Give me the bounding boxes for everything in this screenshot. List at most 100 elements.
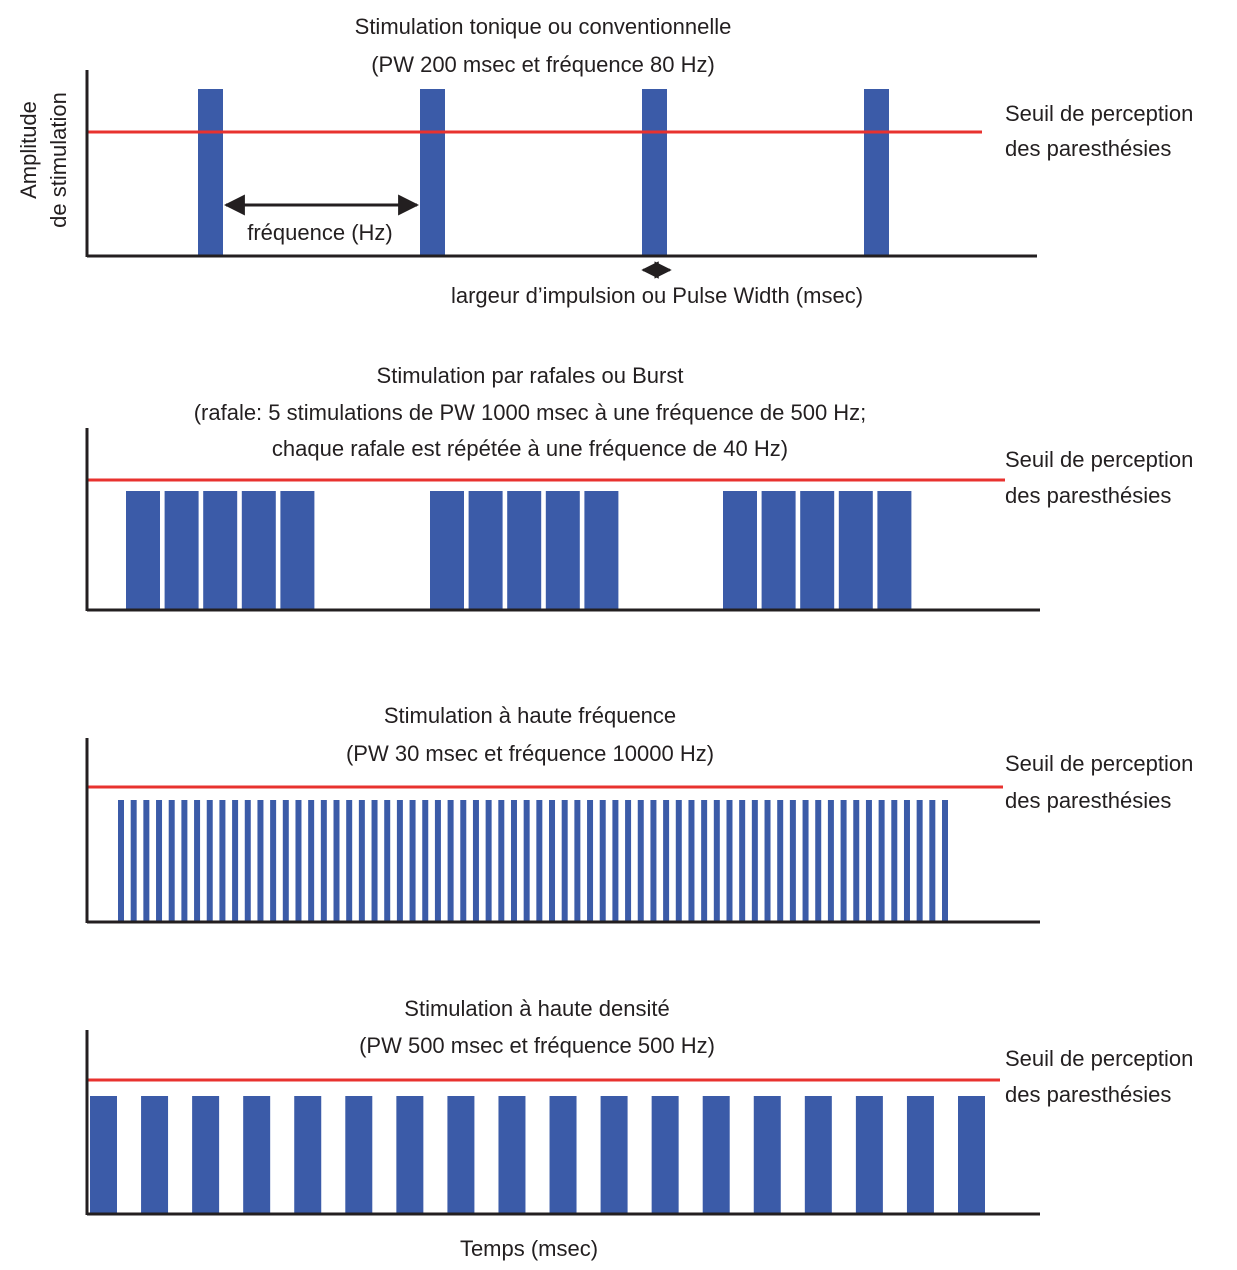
stimulation-pulse [203, 491, 238, 610]
stimulation-pulse [929, 800, 936, 922]
pulse-group [126, 491, 912, 610]
stimulation-pulse [840, 800, 847, 922]
stimulation-pulse [460, 800, 467, 922]
stimulation-pulse [294, 1096, 322, 1214]
stimulation-pulse [194, 800, 201, 922]
stimulation-pulse [600, 1096, 628, 1214]
stimulation-pulse [219, 800, 226, 922]
stimulation-pulse [878, 800, 885, 922]
stimulation-pulse [141, 1096, 169, 1214]
stimulation-pulse [942, 800, 948, 922]
stimulation-pulse [420, 89, 445, 256]
stimulation-pulse [308, 800, 315, 922]
stimulation-pulse [498, 800, 505, 922]
stimulation-pulse [584, 491, 619, 610]
stimulation-pulse [244, 800, 251, 922]
panel-title: Stimulation à haute densité [404, 996, 669, 1021]
stimulation-pulse [447, 800, 454, 922]
stimulation-pulse [612, 800, 619, 922]
stimulation-pulse [800, 491, 835, 610]
stimulation-pulse [891, 800, 898, 922]
stimulation-pulse [510, 800, 517, 922]
stimulation-pulse [447, 1096, 475, 1214]
stimulation-pulse [320, 800, 327, 922]
stimulation-pulse [574, 800, 581, 922]
stimulation-pulse [625, 800, 632, 922]
stimulation-pulse [434, 800, 441, 922]
stimulation-pulse [642, 89, 667, 256]
stimulation-pulse [916, 800, 923, 922]
threshold-label-line2: des paresthésies [1005, 788, 1171, 813]
stimulation-pulse [906, 1096, 934, 1214]
pulse-group [90, 1096, 985, 1214]
stimulation-pulse [384, 800, 391, 922]
stimulation-pulse [118, 800, 124, 922]
stimulation-pulse [726, 800, 733, 922]
stimulation-pulse [396, 1096, 424, 1214]
y-axis-label-line2: de stimulation [46, 92, 71, 228]
stimulation-pulse [877, 491, 912, 610]
stimulation-pulse [764, 800, 771, 922]
stimulation-pulse [168, 800, 175, 922]
stimulation-pulse [295, 800, 302, 922]
frequency-label: fréquence (Hz) [247, 220, 393, 245]
panel-burst: Stimulation par rafales ou Burst (rafale… [85, 363, 1193, 612]
stimulation-pulse [723, 491, 757, 610]
x-axis-label: Temps (msec) [460, 1236, 598, 1261]
stimulation-pulse [485, 800, 492, 922]
stimulation-pulse [701, 800, 708, 922]
stimulation-pulse [549, 1096, 577, 1214]
stimulation-pulse [396, 800, 403, 922]
pulse-width-label: largeur d’impulsion ou Pulse Width (msec… [451, 283, 863, 308]
stimulation-pulse [130, 800, 137, 922]
panel-high-frequency: Stimulation à haute fréquence (PW 30 mse… [85, 703, 1193, 924]
stimulation-pulse [507, 491, 542, 610]
stimulation-pulse [198, 89, 223, 256]
stimulation-pulse [903, 800, 910, 922]
stimulation-pulse [468, 491, 503, 610]
stimulation-pulse [232, 800, 239, 922]
stimulation-pulse [713, 800, 720, 922]
stimulation-pulse [545, 491, 580, 610]
stimulation-pulse [838, 491, 873, 610]
pulse-group [198, 89, 889, 256]
stimulation-pulse [536, 800, 543, 922]
stimulation-pulse [206, 800, 213, 922]
stimulation-pulse [358, 800, 365, 922]
stimulation-pulse [270, 800, 277, 922]
panel-subtitle: (PW 500 msec et fréquence 500 Hz) [359, 1033, 715, 1058]
stimulation-pulse [371, 800, 378, 922]
stimulation-pulse [346, 800, 353, 922]
stimulation-pulse [761, 491, 796, 610]
stimulation-pulse [587, 800, 594, 922]
stimulation-pulse [651, 1096, 679, 1214]
panel-subtitle: (PW 200 msec et fréquence 80 Hz) [371, 52, 715, 77]
stimulation-pulse [815, 800, 822, 922]
stimulation-pulse [164, 491, 199, 610]
stimulation-pulse [753, 1096, 781, 1214]
stimulation-pulse [865, 800, 872, 922]
stimulation-pulse [637, 800, 644, 922]
stimulation-pulse [702, 1096, 730, 1214]
stimulation-pulse [409, 800, 416, 922]
threshold-label-line1: Seuil de perception [1005, 1046, 1193, 1071]
panel-title: Stimulation à haute fréquence [384, 703, 676, 728]
stimulation-pulse [802, 800, 809, 922]
stimulation-pulse [853, 800, 860, 922]
stimulation-pulse [663, 800, 670, 922]
threshold-label-line2: des paresthésies [1005, 483, 1171, 508]
stimulation-pulse [143, 800, 150, 922]
panel-title: Stimulation tonique ou conventionnelle [355, 14, 732, 39]
threshold-label-line2: des paresthésies [1005, 1082, 1171, 1107]
panel-subtitle: (PW 30 msec et fréquence 10000 Hz) [346, 741, 714, 766]
pulse-group [118, 800, 948, 922]
stimulation-pulse [561, 800, 568, 922]
stimulation-pulse [156, 800, 163, 922]
threshold-label-line1: Seuil de perception [1005, 751, 1193, 776]
stimulation-pulse [739, 800, 746, 922]
stimulation-pulse [472, 800, 479, 922]
stimulation-pulse [243, 1096, 271, 1214]
stimulation-pulse [126, 491, 160, 610]
stimulation-pulse [599, 800, 606, 922]
